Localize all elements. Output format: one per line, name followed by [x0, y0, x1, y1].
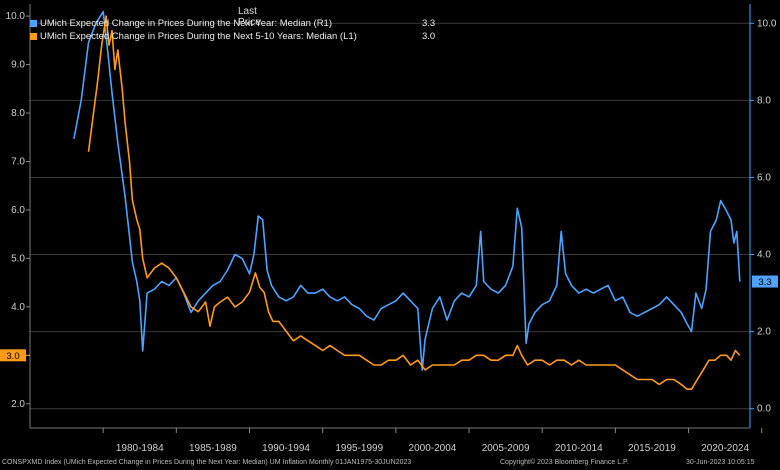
- legend-swatch-orange: [30, 32, 37, 40]
- right-tick-label: 6.0: [757, 172, 771, 183]
- x-tick-label: 1995-1999: [335, 443, 383, 454]
- left-tick-label: 8.0: [11, 108, 25, 119]
- x-tick-label: 2010-2014: [555, 443, 603, 454]
- left-tick-label: 2.0: [11, 399, 25, 410]
- series-layer: [73, 10, 741, 390]
- right-last-tag: [752, 275, 778, 288]
- right-last-tag-label: 3.3: [758, 277, 771, 288]
- x-tick-label: 2015-2019: [628, 443, 676, 454]
- x-tick-label: 1985-1989: [189, 443, 237, 454]
- legend-value: 3.3: [422, 18, 436, 29]
- right-tick-label: 2.0: [757, 327, 771, 338]
- legend-swatch-blue: [30, 19, 37, 27]
- x-tick-label: 2020-2024: [701, 443, 749, 454]
- right-tick-label: 0.0: [757, 404, 771, 415]
- x-tick-label: 2000-2004: [409, 443, 457, 454]
- footer-copyright: Copyright© 2023 Bloomberg Finance L.P.: [500, 459, 629, 466]
- left-tick-label: 5.0: [11, 253, 25, 264]
- legend-label: UMich Expected Change in Prices During t…: [40, 31, 357, 42]
- left-tick-label: 10.0: [6, 11, 26, 22]
- left-tick-label: 7.0: [11, 156, 25, 167]
- right-tick-label: 4.0: [757, 250, 771, 261]
- left-axis: 10.0 9.0 8.0 7.0 6.0 5.0 4.0 3.0 2.0: [6, 4, 31, 428]
- legend-label: UMich Expected Change in Prices During t…: [40, 18, 333, 29]
- x-tick-label: 1980-1984: [116, 443, 164, 454]
- legend-entry-1year: UMich Expected Change in Prices During t…: [30, 18, 435, 29]
- right-axis: 10.0 8.0 6.0 4.0 2.0 0.0: [749, 4, 777, 428]
- footer-source: CONSPXMD Index (UMich Expected Change in…: [2, 459, 412, 466]
- left-last-tag: [0, 349, 26, 362]
- right-tick-label: 8.0: [757, 95, 771, 106]
- chart-grid: [30, 22, 750, 410]
- footer-timestamp: 30-Jun-2023 10:05:15: [686, 459, 755, 466]
- x-tick-label: 2005-2009: [482, 443, 530, 454]
- right-tick-label: 10.0: [757, 18, 777, 29]
- x-tick-label: 1990-1994: [262, 443, 310, 454]
- last-value-tags: 3.0 3.3: [0, 275, 778, 362]
- series-line-5to10year: [87, 15, 741, 390]
- legend-header: Last Price: [238, 6, 261, 28]
- left-tick-label: 6.0: [11, 205, 25, 216]
- series-line-1year: [73, 10, 741, 371]
- left-last-tag-label: 3.0: [6, 351, 19, 362]
- left-tick-label: 9.0: [11, 60, 25, 71]
- legend-value: 3.0: [422, 31, 436, 42]
- x-axis: 1980-1984 1985-1989 1990-1994 1995-1999 2000…: [30, 427, 763, 454]
- legend-entry-5to10year: UMich Expected Change in Prices During t…: [30, 31, 435, 42]
- left-tick-label: 4.0: [11, 302, 25, 313]
